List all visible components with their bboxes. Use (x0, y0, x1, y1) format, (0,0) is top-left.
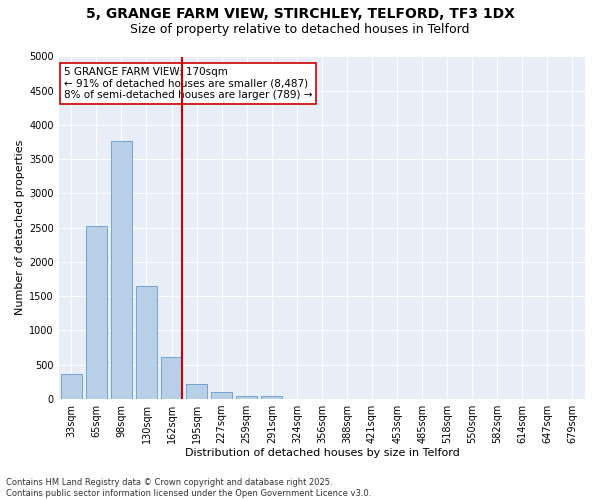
Bar (111, 142, 132, 399)
Bar (86, 226, 107, 399)
Y-axis label: Number of detached properties: Number of detached properties (15, 140, 25, 316)
Text: Size of property relative to detached houses in Telford: Size of property relative to detached ho… (130, 22, 470, 36)
Text: 5, GRANGE FARM VIEW, STIRCHLEY, TELFORD, TF3 1DX: 5, GRANGE FARM VIEW, STIRCHLEY, TELFORD,… (86, 8, 514, 22)
Text: 5 GRANGE FARM VIEW: 170sqm
← 91% of detached houses are smaller (8,487)
8% of se: 5 GRANGE FARM VIEW: 170sqm ← 91% of deta… (64, 67, 313, 100)
Bar (161, 356, 182, 399)
Text: Contains HM Land Registry data © Crown copyright and database right 2025.
Contai: Contains HM Land Registry data © Crown c… (6, 478, 371, 498)
X-axis label: Distribution of detached houses by size in Telford: Distribution of detached houses by size … (185, 448, 459, 458)
Bar (236, 396, 257, 399)
Bar (211, 392, 232, 399)
Bar (136, 286, 157, 399)
Bar (61, 374, 82, 399)
Bar (186, 384, 207, 399)
Bar (261, 396, 283, 399)
